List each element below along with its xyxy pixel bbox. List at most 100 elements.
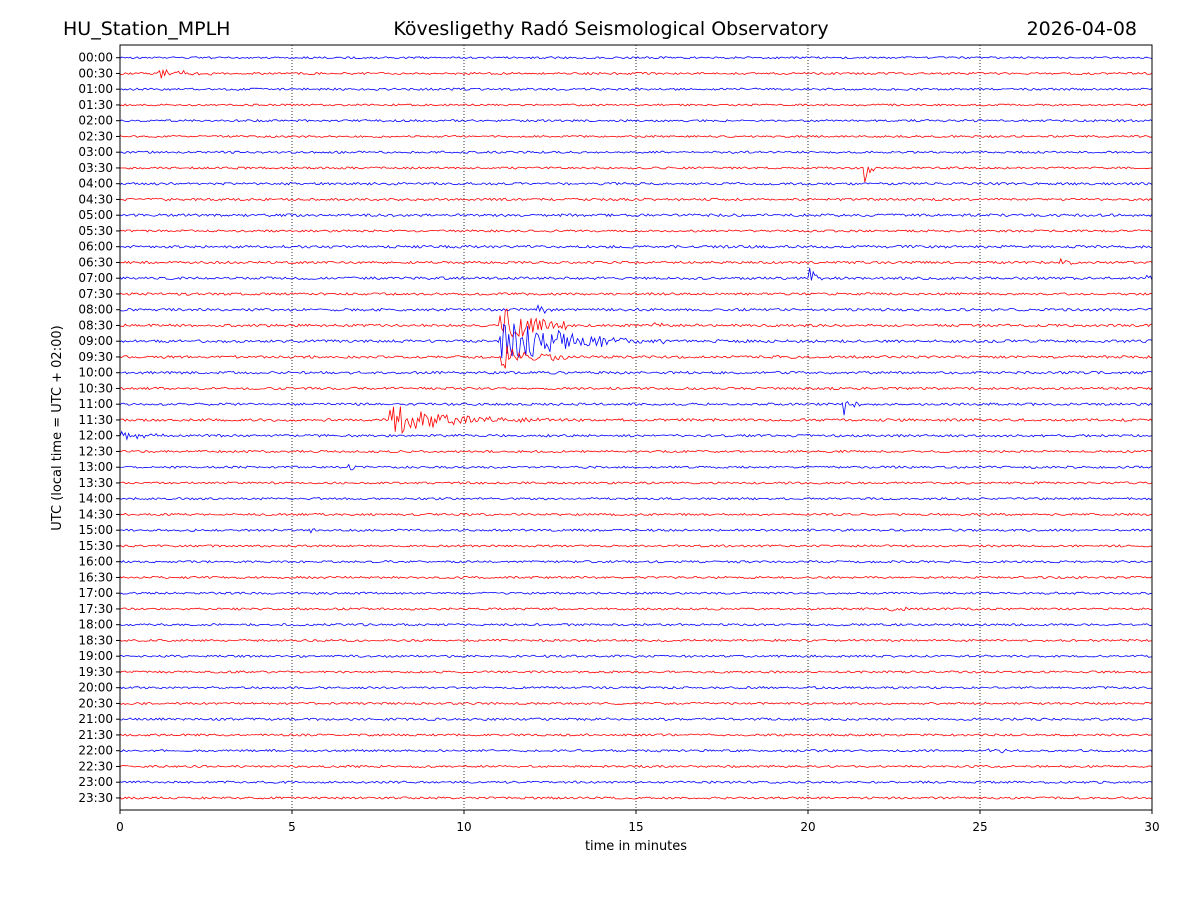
y-tick-label: 00:00 — [78, 51, 113, 65]
trace-row — [119, 512, 1153, 517]
y-tick-label: 10:00 — [78, 366, 113, 380]
observatory-title: Kövesligethy Radó Seismological Observat… — [393, 18, 828, 40]
y-tick-label: 14:30 — [78, 507, 113, 521]
y-tick-label: 12:30 — [78, 444, 113, 458]
trace-row — [119, 748, 1153, 754]
trace-row — [119, 68, 1153, 79]
trace-row — [119, 267, 1153, 281]
trace-row — [119, 257, 1153, 265]
y-tick-label: 06:30 — [78, 255, 113, 269]
trace-row — [119, 229, 1153, 233]
trace-row — [119, 134, 1153, 138]
y-tick-label: 03:30 — [78, 161, 113, 175]
trace-row — [119, 56, 1153, 60]
y-tick-label: 15:30 — [78, 539, 113, 553]
y-tick-label: 19:00 — [78, 649, 113, 663]
y-tick-label: 20:00 — [78, 681, 113, 695]
y-tick-label: 02:00 — [78, 114, 113, 128]
y-tick-label: 05:00 — [78, 208, 113, 222]
x-tick-label: 25 — [972, 820, 987, 834]
trace-row — [119, 463, 1153, 471]
y-tick-label: 09:30 — [78, 350, 113, 364]
trace-row — [119, 796, 1153, 800]
trace-row — [119, 308, 1153, 338]
y-tick-label: 13:00 — [78, 460, 113, 474]
trace-row — [119, 181, 1153, 186]
trace-row — [119, 292, 1153, 296]
x-axis: 0 5 10 15 20 25 30 — [116, 810, 1160, 834]
trace-row — [119, 686, 1153, 690]
trace-row — [119, 544, 1153, 548]
trace-row — [119, 780, 1153, 784]
y-tick-label: 23:00 — [78, 775, 113, 789]
y-tick-label: 12:00 — [78, 429, 113, 443]
trace-row — [119, 213, 1153, 218]
y-tick-label: 08:00 — [78, 303, 113, 317]
y-tick-label: 19:30 — [78, 665, 113, 679]
x-tick-label: 20 — [800, 820, 815, 834]
plot-frame — [119, 44, 1153, 811]
y-tick-label: 00:30 — [78, 66, 113, 80]
trace-row — [119, 622, 1153, 627]
trace-row — [119, 150, 1153, 154]
y-tick-label: 22:00 — [78, 744, 113, 758]
y-tick-label: 10:30 — [78, 381, 113, 395]
trace-row — [119, 481, 1153, 485]
y-tick-label: 02:30 — [78, 129, 113, 143]
trace-row — [119, 670, 1153, 674]
y-tick-label: 17:00 — [78, 586, 113, 600]
trace-row — [119, 449, 1153, 454]
trace-row — [119, 345, 1153, 369]
trace-row — [119, 575, 1153, 580]
y-tick-label: 04:30 — [78, 192, 113, 206]
station-title: HU_Station_MPLH — [63, 18, 230, 40]
y-tick-label: 20:30 — [78, 696, 113, 710]
y-tick-label: 21:30 — [78, 728, 113, 742]
y-tick-label: 18:00 — [78, 618, 113, 632]
y-tick-label: 11:00 — [78, 397, 113, 411]
y-tick-label: 07:30 — [78, 287, 113, 301]
y-tick-label: 14:00 — [78, 492, 113, 506]
y-tick-label: 04:00 — [78, 177, 113, 191]
trace-row — [119, 528, 1153, 534]
trace-row — [119, 733, 1152, 737]
x-tick-label: 5 — [288, 820, 296, 834]
y-tick-label: 08:30 — [78, 318, 113, 332]
y-tick-label: 16:30 — [78, 570, 113, 584]
trace-row — [119, 118, 1153, 123]
trace-row — [119, 638, 1153, 643]
x-tick-label: 10 — [456, 820, 471, 834]
trace-row — [119, 370, 1153, 375]
x-tick-label: 0 — [116, 820, 124, 834]
trace-row — [119, 103, 1153, 107]
seismic-traces — [119, 56, 1153, 800]
y-tick-label: 05:30 — [78, 224, 113, 238]
trace-row — [119, 591, 1153, 595]
trace-row — [119, 654, 1153, 658]
trace-row — [119, 87, 1153, 91]
date-title: 2026-04-08 — [1027, 18, 1137, 40]
y-axis-label: UTC (local time = UTC + 02:00) — [50, 325, 65, 530]
trace-row — [119, 406, 1153, 434]
trace-row — [119, 400, 1153, 416]
y-tick-label: 01:00 — [78, 82, 113, 96]
y-tick-label: 21:00 — [78, 712, 113, 726]
y-tick-label: 23:30 — [78, 791, 113, 805]
y-tick-label: 09:00 — [78, 334, 113, 348]
y-tick-label: 15:00 — [78, 523, 113, 537]
y-tick-label: 16:00 — [78, 555, 113, 569]
trace-row — [119, 559, 1153, 564]
y-tick-label: 17:30 — [78, 602, 113, 616]
y-tick-label: 22:30 — [78, 759, 113, 773]
x-axis-label: time in minutes — [585, 839, 687, 854]
y-tick-label: 18:30 — [78, 633, 113, 647]
y-tick-label: 06:00 — [78, 240, 113, 254]
trace-row — [119, 497, 1153, 501]
trace-row — [119, 323, 1153, 359]
trace-row — [119, 717, 1153, 722]
x-tick-label: 15 — [628, 820, 643, 834]
y-tick-label: 03:00 — [78, 145, 113, 159]
